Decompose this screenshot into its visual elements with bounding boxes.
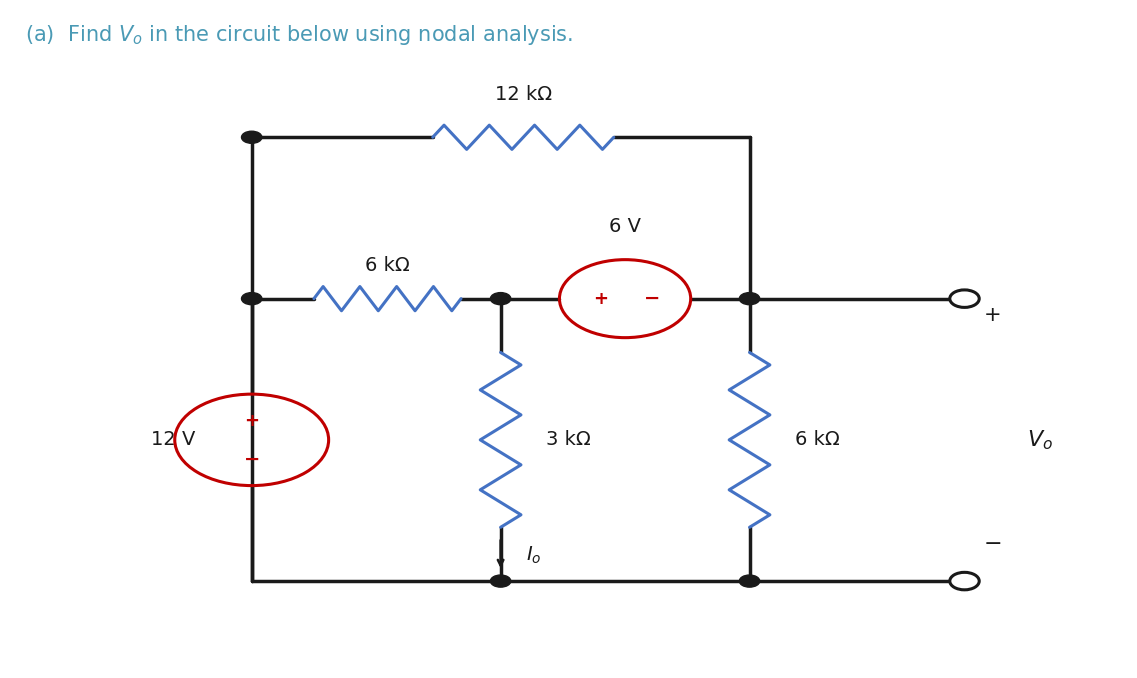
Text: 3 kΩ: 3 kΩ <box>546 431 590 450</box>
Circle shape <box>739 293 760 304</box>
Text: −: − <box>645 289 661 308</box>
Text: 12 kΩ: 12 kΩ <box>495 85 551 104</box>
Circle shape <box>241 293 262 304</box>
Text: $V_o$: $V_o$ <box>1027 428 1053 452</box>
Circle shape <box>241 132 262 143</box>
Text: (a)  Find $V_o$ in the circuit below using nodal analysis.: (a) Find $V_o$ in the circuit below usin… <box>25 23 574 47</box>
Text: 6 V: 6 V <box>609 217 641 236</box>
Text: −: − <box>243 450 260 468</box>
Circle shape <box>739 575 760 587</box>
Circle shape <box>490 293 511 304</box>
Text: 6 kΩ: 6 kΩ <box>365 256 409 275</box>
Text: +: + <box>592 290 607 308</box>
Text: 6 kΩ: 6 kΩ <box>795 431 839 450</box>
Text: −: − <box>984 534 1002 554</box>
Text: +: + <box>244 412 259 430</box>
Circle shape <box>949 572 979 590</box>
Text: $I_o$: $I_o$ <box>525 545 541 566</box>
Circle shape <box>949 290 979 307</box>
Text: 12 V: 12 V <box>151 431 196 450</box>
Text: +: + <box>984 306 1002 325</box>
Circle shape <box>490 575 511 587</box>
